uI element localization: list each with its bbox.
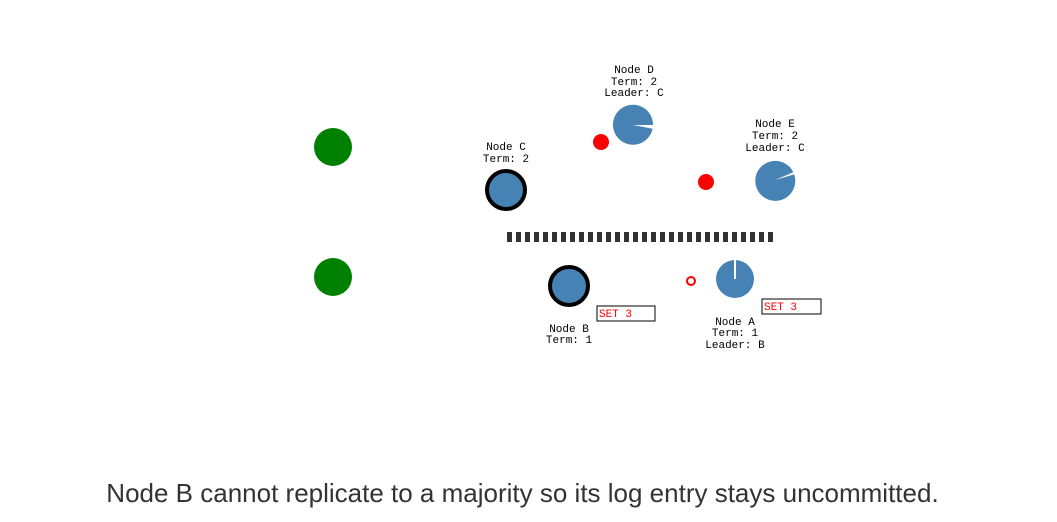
node-a-leader: Leader: B [705,340,765,352]
node-e-circle[interactable] [755,160,796,201]
node-d[interactable]: Node D Term: 2 Leader: C [604,65,664,145]
node-d-name: Node D [614,65,654,77]
node-e-term: Term: 2 [752,131,798,143]
node-c[interactable]: Node C Term: 2 [483,142,529,211]
node-a[interactable]: SET 3 Node A Term: 1 Leader: B [705,259,822,352]
node-a-log-entry [761,298,822,315]
raft-diagram: Node C Term: 2 Node D Term: 2 Leader: C … [314,65,822,352]
message-c-to-d [593,134,609,150]
node-d-leader: Leader: C [604,88,664,100]
node-e-name: Node E [755,119,795,131]
node-c-circle[interactable] [485,169,527,211]
message-c-to-e [698,174,714,190]
node-b[interactable]: SET 3 Node B Term: 1 [546,265,656,347]
node-a-term: Term: 1 [712,328,759,340]
node-b-term: Term: 1 [546,335,593,347]
node-e-leader: Leader: C [745,143,805,155]
node-a-name: Node A [715,317,755,329]
caption: Node B cannot replicate to a majority so… [106,478,939,508]
node-b-log-entry-text: SET 3 [599,309,632,321]
message-b-to-a [686,276,696,286]
node-d-term: Term: 2 [611,77,657,89]
node-b-log-entry [596,305,656,322]
client-top[interactable] [314,128,352,166]
node-b-name: Node B [549,324,589,336]
node-e[interactable]: Node E Term: 2 Leader: C [745,119,805,201]
node-b-circle[interactable] [548,265,590,307]
node-a-log-entry-text: SET 3 [764,302,797,314]
client-bottom[interactable] [314,258,352,296]
node-c-term: Term: 2 [483,154,529,166]
node-c-name: Node C [486,142,526,154]
node-d-circle[interactable] [613,104,654,145]
